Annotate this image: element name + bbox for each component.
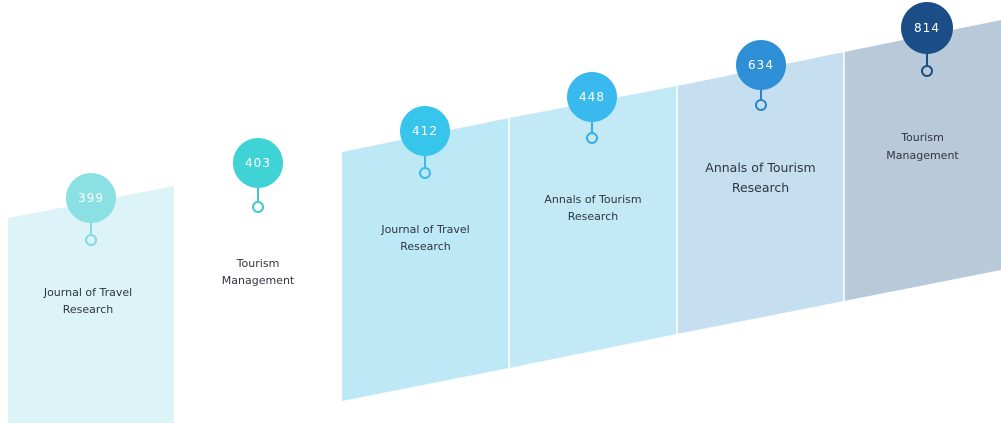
bar (509, 86, 677, 368)
pin-ring (419, 167, 431, 179)
pin-ring (755, 99, 767, 111)
pin-ring (252, 201, 264, 213)
category-label: Tourism (236, 257, 280, 270)
value-label: 634 (748, 58, 774, 72)
value-label: 399 (78, 191, 104, 205)
bars-layer (8, 20, 1001, 423)
bar (677, 52, 844, 334)
category-label: Management (886, 149, 959, 162)
value-label: 412 (412, 124, 438, 138)
category-label: Management (222, 274, 295, 287)
value-marker (66, 173, 116, 223)
category-label: Tourism (900, 131, 944, 144)
value-marker (400, 106, 450, 156)
value-label: 814 (914, 21, 940, 35)
category-label: Research (732, 180, 789, 195)
category-label: Research (568, 210, 618, 223)
pin-ring (921, 65, 933, 77)
category-label: Journal of Travel (43, 286, 132, 299)
category-label: Annals of Tourism (544, 193, 641, 206)
bar (342, 118, 509, 401)
category-label: Journal of Travel (380, 223, 469, 236)
value-label: 448 (579, 90, 605, 104)
bar (844, 20, 1001, 301)
labels-layer: Journal of Travel Research Tourism Manageme… (43, 131, 960, 316)
pin-ring (85, 234, 97, 246)
value-label: 403 (245, 156, 271, 170)
dividers-layer (508, 52, 845, 368)
value-marker (901, 2, 953, 54)
value-marker (233, 138, 283, 188)
pin-ring (586, 132, 598, 144)
category-label: Research (63, 303, 113, 316)
value-marker (567, 72, 617, 122)
category-label: Research (400, 240, 450, 253)
pins-layer: 399 403 412 448 634 814 (66, 2, 953, 246)
bar (8, 186, 174, 423)
category-label: Annals of Tourism (705, 160, 815, 175)
value-marker (736, 40, 786, 90)
